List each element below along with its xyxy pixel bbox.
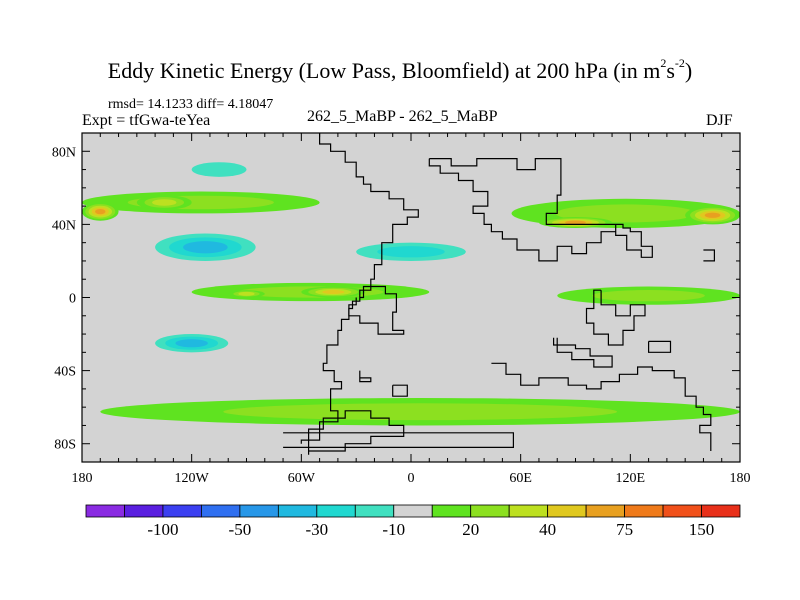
coastline-9 [283,432,514,448]
coastline-10 [491,362,712,451]
coastline-3 [348,285,405,335]
field-contour-2-4 [95,208,106,215]
coastline-8 [648,340,672,353]
axes-layer: 180 120W 60W 0 60E 120E 180 80N 40N 0 40S 80S [52,133,751,486]
field-contour-12-1 [377,246,445,258]
x-tick-label: 120E [616,471,646,486]
colorbar: -100 -50 -30 -10 20 40 75 150 [85,504,741,539]
x-tick-label: 60W [288,471,316,486]
colorbar-swatch [277,504,318,518]
coastline-2 [428,158,653,262]
colorbar-label: 20 [462,520,479,539]
field-contour-10-1 [223,403,617,421]
x-tick-label: 180 [72,471,93,486]
stats-label: rmsd= 14.1233 diff= 4.18047 [108,97,274,112]
colorbar-label: 40 [539,520,556,539]
colorbar-swatch [470,504,510,518]
field-contour-11-2 [183,241,228,254]
colorbar-swatch [85,504,125,518]
y-tick-label: 0 [69,292,76,307]
field-contour-7-3 [322,290,345,295]
coastline-11 [703,249,715,262]
colorbar-label: 150 [689,520,715,539]
x-tick-label: 0 [408,471,415,486]
colorbar-swatch [162,504,202,518]
colorbar-swatch [124,504,164,518]
coastline-1 [308,410,405,455]
colorbar-swatch [201,504,241,518]
colorbar-label: -30 [305,520,328,539]
coastline-4 [359,370,372,383]
field-contour-3-2 [152,199,177,206]
y-tick-label: 40S [54,365,76,380]
comparison-label: 262_5_MaBP - 262_5_MaBP [307,108,498,125]
field-contour-13-2 [175,339,208,348]
colorbar-swatch [508,504,549,518]
x-tick-label: 120W [175,471,210,486]
colorbar-label: -10 [382,520,405,539]
y-tick-label: 80S [54,438,76,453]
colorbar-swatch [547,504,587,518]
x-tick-label: 60E [509,471,532,486]
colorbar-swatch [393,504,433,518]
x-tick-label: 180 [730,471,751,486]
colorbar-label: 75 [616,520,633,539]
colorbar-label: -50 [229,520,252,539]
field-contour-4-4 [565,220,586,225]
coastline-6 [585,289,646,346]
colorbar-swatch [585,504,625,518]
chart-title: Eddy Kinetic Energy (Low Pass, Bloomfiel… [107,55,693,83]
colorbar-swatch [354,504,395,518]
coastline-7 [553,337,613,368]
field-contour-14-0 [191,162,247,177]
colorbar-swatch [624,504,664,518]
colorbar-swatch [701,504,741,518]
colorbar-swatch [239,504,279,518]
experiment-label: Expt = tfGwa-teYea [82,112,211,129]
coastline-0 [300,133,419,444]
season-label: DJF [706,112,733,129]
y-tick-label: 40N [52,218,76,233]
field-contour-5-4 [704,212,721,218]
coastline-5 [392,384,408,397]
field-contour-8-2 [238,291,255,296]
field-contour-9-1 [592,290,705,302]
colorbar-swatch [316,504,356,518]
y-tick-label: 80N [52,145,76,160]
colorbar-label: -100 [147,520,178,539]
colorbar-swatch [431,504,472,518]
coastline-layer [283,133,715,455]
colorbar-swatch [662,504,702,518]
